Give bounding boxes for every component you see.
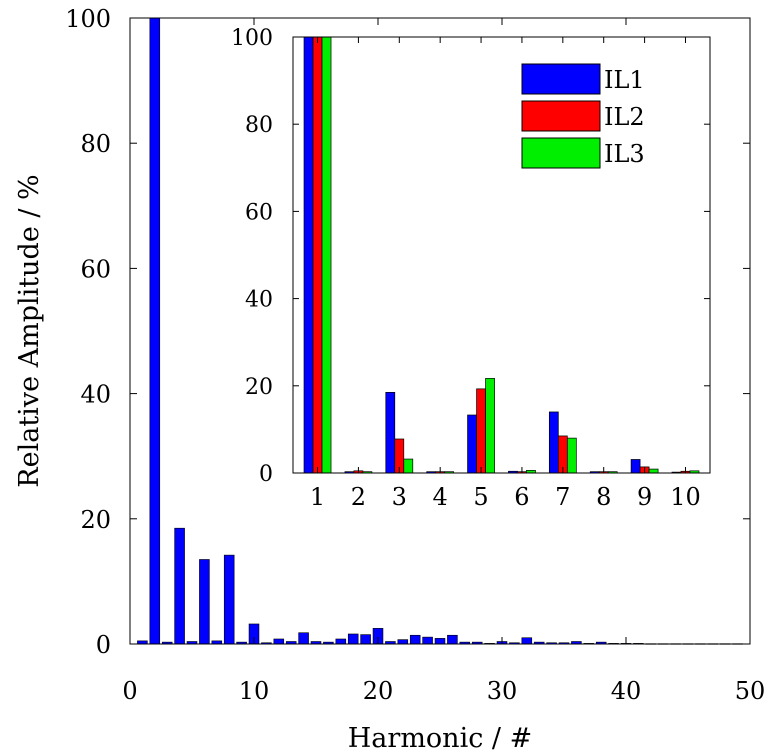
inset-x-tick-label: 8 [596,483,611,511]
main-bar [409,634,421,645]
main-bar [521,637,533,645]
inset-x-tick-label: 6 [514,483,529,511]
inset-x-tick-label: 10 [670,483,701,511]
main-bar [447,634,458,645]
y-tick-label: 60 [80,255,111,283]
legend-label-il1: IL1 [604,66,645,94]
main-bar [298,632,309,645]
inset-bar-il1 [467,414,477,474]
inset-x-tick-label: 5 [473,483,488,511]
inset-x-tick-label: 3 [392,483,407,511]
inset-bar-il3 [648,468,659,474]
inset-bar-il3 [403,458,414,474]
y-tick-label: 80 [80,130,111,158]
inset-y-tick-label: 80 [245,113,273,138]
x-tick-label: 10 [239,677,270,705]
inset-y-tick-label: 40 [245,288,273,313]
inset-bar-il1 [303,36,314,474]
inset-bar-il2 [476,388,486,474]
inset-y-tick-label: 60 [245,200,273,225]
legend-swatch-il2 [521,100,601,132]
x-tick-label: 30 [487,677,518,705]
inset-bar-il3 [321,36,332,474]
main-bar [223,554,235,645]
inset-x-tick-label: 9 [637,483,652,511]
x-tick-label: 20 [363,677,394,705]
x-tick-label: 40 [611,677,642,705]
inset-y-tick-label: 100 [231,26,273,51]
inset-y-tick-label: 20 [245,375,273,400]
main-bar [273,638,285,645]
main-bar [422,636,433,645]
legend-swatch-il3 [521,137,601,169]
main-bar [434,638,446,645]
x-tick-label: 0 [122,677,137,705]
inset-background [293,37,710,473]
legend-label-il2: IL2 [604,103,645,131]
main-plot-frame [129,17,751,645]
main-bar [199,559,210,645]
main-bar [347,633,359,645]
main-bar [174,527,185,645]
inset-plot-frame [292,36,711,474]
inset-bar-il2 [312,36,323,474]
inset-bar-il1 [548,411,559,474]
legend-label-il3: IL3 [604,140,645,168]
y-axis-label: Relative Amplitude / % [14,174,45,487]
y-tick-label: 100 [65,5,111,33]
inset-y-tick-label: 0 [259,462,273,487]
x-axis-label: Harmonic / # [348,723,532,753]
inset-x-tick-label: 7 [555,483,570,511]
legend-swatch-il1 [521,63,601,95]
inset-x-tick-label: 4 [433,483,448,511]
x-tick-label: 50 [735,677,766,705]
inset-bar-il1 [385,391,396,474]
inset-x-tick-label: 1 [310,483,325,511]
main-bar [360,634,371,645]
main-bar [397,639,409,645]
inset-x-tick-label: 2 [351,483,366,511]
main-bar-series [137,17,743,645]
inset-bar-il3 [566,437,577,474]
y-tick-label: 0 [96,631,111,659]
main-bar [335,638,347,645]
y-tick-label: 40 [80,381,111,409]
inset-bar-il1 [630,459,641,474]
inset-legend: IL1 IL2 IL3 [521,63,645,169]
y-tick-label: 20 [80,506,111,534]
main-bar [149,17,161,645]
inset-bar-il3 [485,378,495,474]
